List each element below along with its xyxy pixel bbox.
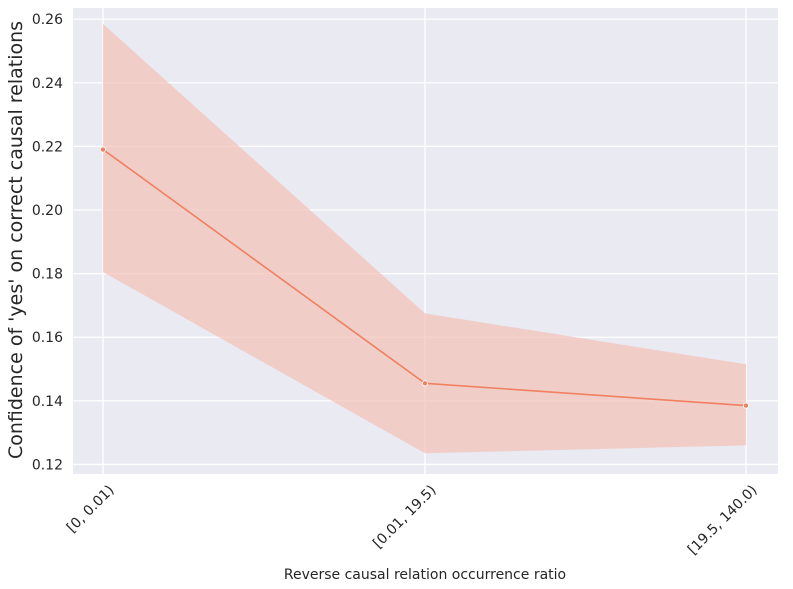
data-points-layer bbox=[100, 146, 750, 409]
confidence-band bbox=[103, 23, 746, 454]
x-tick-label-2: [19.5, 140.0) bbox=[685, 482, 761, 558]
confidence-band-layer bbox=[103, 23, 746, 454]
y-tick-label-7: 0.26 bbox=[32, 12, 63, 28]
x-tick-label-1: [0.01, 19.5) bbox=[370, 482, 439, 551]
y-tick-label-1: 0.14 bbox=[32, 394, 63, 410]
y-tick-label-5: 0.22 bbox=[32, 139, 63, 155]
data-point-1 bbox=[421, 380, 428, 387]
y-tick-label-6: 0.24 bbox=[32, 76, 63, 92]
y-tick-label-2: 0.16 bbox=[32, 330, 63, 346]
x-axis-label: Reverse causal relation occurrence ratio bbox=[284, 567, 566, 583]
y-axis-label: Confidence of 'yes' on correct causal re… bbox=[5, 21, 27, 459]
x-tick-labels: [0, 0.01) [0.01, 19.5) [19.5, 140.0) bbox=[64, 482, 761, 558]
y-tick-labels: 0.12 0.14 0.16 0.18 0.20 0.22 0.24 0.26 bbox=[32, 12, 63, 473]
y-tick-label-4: 0.20 bbox=[32, 203, 63, 219]
y-tick-label-0: 0.12 bbox=[32, 457, 63, 473]
x-tick-label-0: [0, 0.01) bbox=[64, 482, 118, 536]
y-tick-label-3: 0.18 bbox=[32, 267, 63, 283]
data-point-2 bbox=[743, 402, 750, 409]
data-point-0 bbox=[100, 146, 107, 153]
